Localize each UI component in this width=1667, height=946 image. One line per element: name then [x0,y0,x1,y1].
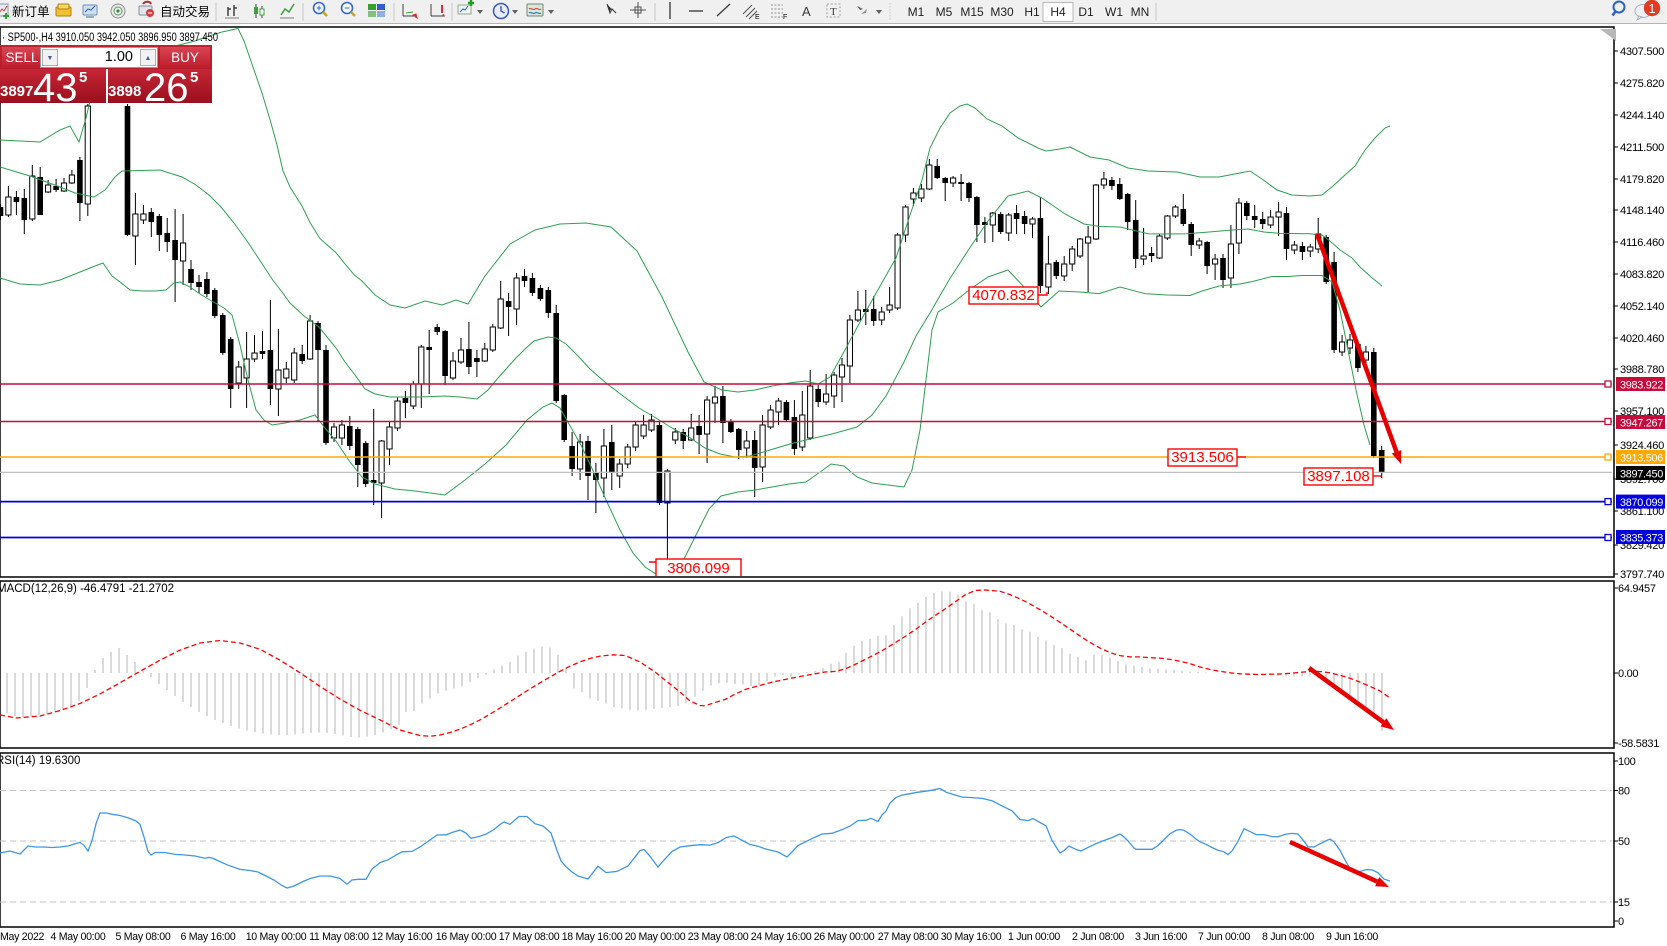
svg-text:3983.922: 3983.922 [1620,380,1663,392]
svg-text:4179.820: 4179.820 [1620,174,1664,186]
svg-text:1 Jun 00:00: 1 Jun 00:00 [1008,931,1060,943]
svg-text:30 May 16:00: 30 May 16:00 [941,931,1002,943]
svg-text:3988.780: 3988.780 [1620,364,1664,376]
svg-text:−: − [344,3,349,13]
svg-text:50: 50 [1618,836,1630,848]
svg-text:W1: W1 [1105,5,1123,19]
svg-text:12 May 16:00: 12 May 16:00 [372,931,433,943]
svg-text:3913.506: 3913.506 [1171,449,1234,466]
svg-text:新订单: 新订单 [12,4,50,19]
svg-text:0: 0 [1618,916,1624,928]
svg-text:100: 100 [1618,756,1636,768]
svg-text:3897.450: 3897.450 [1620,469,1663,481]
svg-text:自动交易: 自动交易 [160,4,210,19]
svg-text:20 May 00:00: 20 May 00:00 [625,931,686,943]
svg-text:27 May 08:00: 27 May 08:00 [878,931,939,943]
svg-text:4020.460: 4020.460 [1620,333,1664,345]
svg-text:4307.500: 4307.500 [1620,46,1664,58]
svg-text:9 Jun 16:00: 9 Jun 16:00 [1326,931,1378,943]
svg-text:7 Jun 00:00: 7 Jun 00:00 [1198,931,1250,943]
svg-text:H4: H4 [1050,5,1066,19]
svg-text:11 May 08:00: 11 May 08:00 [309,931,369,943]
svg-text:T: T [830,6,837,18]
svg-text:23 May 08:00: 23 May 08:00 [688,931,749,943]
svg-text:4148.140: 4148.140 [1620,205,1664,217]
svg-text:17 May 08:00: 17 May 08:00 [499,931,560,943]
svg-text:16 May 00:00: 16 May 00:00 [436,931,497,943]
svg-text:-58.5831: -58.5831 [1618,738,1659,750]
svg-text:4275.820: 4275.820 [1620,78,1664,90]
svg-text:3835.373: 3835.373 [1620,533,1663,545]
svg-text:3947.267: 3947.267 [1620,418,1663,430]
svg-text:3924.460: 3924.460 [1620,440,1664,452]
svg-text:RSI(14) 19.6300: RSI(14) 19.6300 [0,755,80,767]
svg-text:3861.100: 3861.100 [1620,506,1664,518]
svg-text:1: 1 [1648,1,1655,16]
svg-text:4244.140: 4244.140 [1620,110,1664,122]
svg-text:6 May 16:00: 6 May 16:00 [180,931,235,943]
svg-text:M30: M30 [990,5,1014,19]
svg-text:4083.820: 4083.820 [1620,269,1664,281]
svg-text:8 Jun 08:00: 8 Jun 08:00 [1262,931,1314,943]
svg-text:4070.832: 4070.832 [972,287,1035,304]
svg-text:3797.740: 3797.740 [1620,569,1664,581]
svg-text:MACD(12,26,9) -46.4791 -21.270: MACD(12,26,9) -46.4791 -21.2702 [0,583,174,595]
svg-text:3870.099: 3870.099 [1620,497,1663,509]
svg-text:18 May 16:00: 18 May 16:00 [562,931,623,943]
svg-text:64.9457: 64.9457 [1618,583,1656,595]
svg-text:M15: M15 [960,5,984,19]
svg-text:10 May 00:00: 10 May 00:00 [246,931,307,943]
svg-text:H1: H1 [1024,5,1040,19]
svg-text:24 May 16:00: 24 May 16:00 [751,931,812,943]
svg-text:May 2022: May 2022 [0,931,45,943]
svg-text:4211.500: 4211.500 [1620,142,1664,154]
svg-text:M5: M5 [936,5,953,19]
svg-text:· SP500-,H4 3910.050 3942.050: · SP500-,H4 3910.050 3942.050 3896.950 3… [2,32,218,44]
svg-text:MN: MN [1131,5,1150,19]
svg-text:0.00: 0.00 [1618,668,1638,680]
svg-text:26 May 00:00: 26 May 00:00 [814,931,875,943]
svg-text:2 Jun 08:00: 2 Jun 08:00 [1072,931,1124,943]
svg-text:F: F [783,14,787,21]
svg-text:3913.506: 3913.506 [1620,453,1663,465]
svg-text:3 Jun 16:00: 3 Jun 16:00 [1135,931,1187,943]
svg-text:M1: M1 [908,5,925,19]
svg-text:3806.099: 3806.099 [667,560,730,577]
svg-text:A: A [802,4,811,19]
svg-text:5 May 08:00: 5 May 08:00 [115,931,170,943]
svg-text:15: 15 [1618,897,1630,909]
svg-text:3897.108: 3897.108 [1307,468,1370,485]
svg-text:E: E [755,14,760,21]
svg-text:4116.460: 4116.460 [1620,237,1664,249]
svg-text:80: 80 [1618,786,1630,798]
svg-text:4 May 00:00: 4 May 00:00 [50,931,105,943]
svg-text:D1: D1 [1078,5,1094,19]
svg-text:+: + [316,3,321,13]
svg-text:4052.140: 4052.140 [1620,301,1664,313]
